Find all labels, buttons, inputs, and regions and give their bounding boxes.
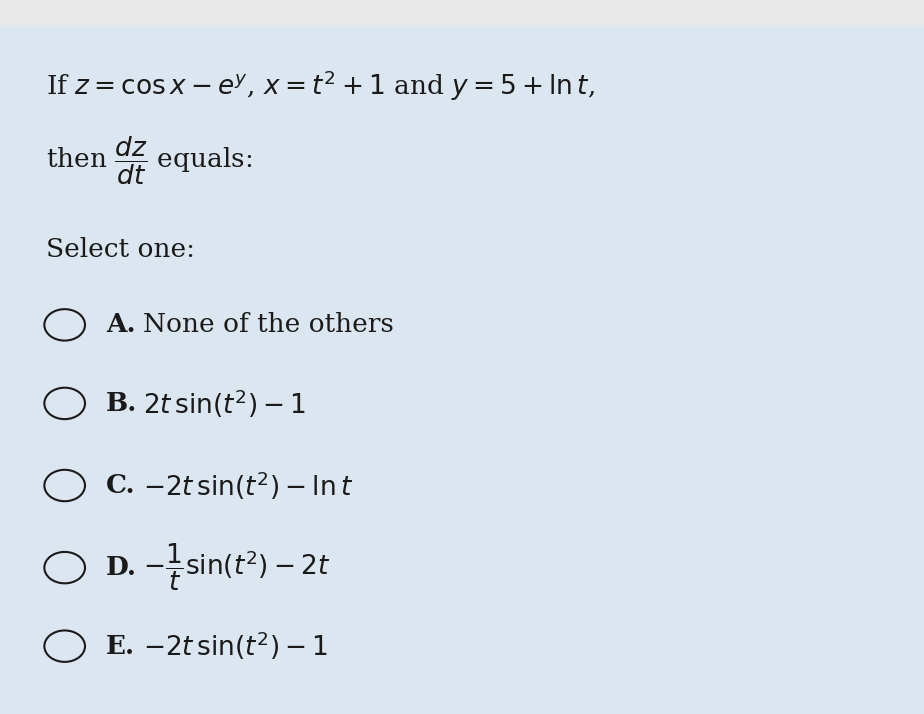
Text: None of the others: None of the others (143, 312, 395, 338)
Text: If $z = \cos x - e^y$, $x = t^2 + 1$ and $y = 5 + \ln t$,: If $z = \cos x - e^y$, $x = t^2 + 1$ and… (46, 69, 595, 103)
Text: B.: B. (106, 391, 138, 416)
Text: $-2t\,\sin(t^2) - 1$: $-2t\,\sin(t^2) - 1$ (143, 630, 328, 663)
Text: A.: A. (106, 312, 136, 338)
Text: C.: C. (106, 473, 136, 498)
Text: $-2t\,\sin(t^2) - \ln t$: $-2t\,\sin(t^2) - \ln t$ (143, 469, 354, 502)
Text: D.: D. (106, 555, 138, 580)
Text: Select one:: Select one: (46, 237, 195, 263)
Text: then $\dfrac{dz}{dt}$ equals:: then $\dfrac{dz}{dt}$ equals: (46, 134, 252, 187)
Text: $-\dfrac{1}{t}\sin(t^2) - 2t$: $-\dfrac{1}{t}\sin(t^2) - 2t$ (143, 542, 331, 593)
Text: $2t\,\sin(t^2) - 1$: $2t\,\sin(t^2) - 1$ (143, 387, 307, 420)
Text: E.: E. (106, 633, 136, 659)
FancyBboxPatch shape (0, 0, 924, 25)
